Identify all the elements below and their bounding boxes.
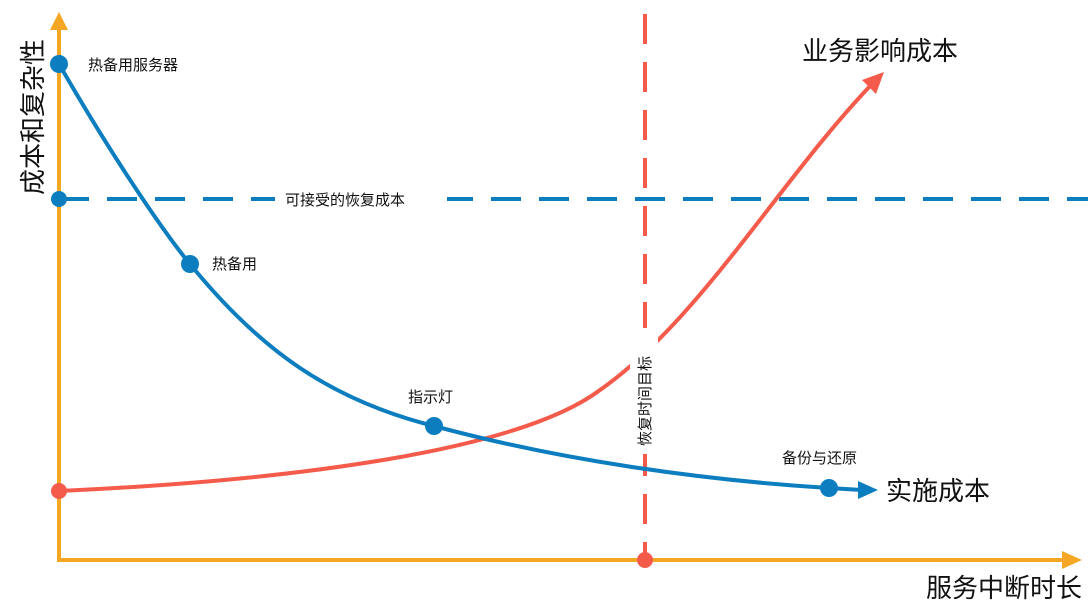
acceptable-cost-origin-point [51,191,67,207]
acceptable-cost-label: 可接受的恢复成本 [285,191,405,209]
label-backup-restore: 备份与还原 [782,449,857,467]
x-axis-label: 服务中断时长 [926,574,1082,604]
rto-axis-point [637,552,653,568]
implementation-cost-curve: 实施成本 [57,63,990,507]
rto-label-bg [630,328,658,454]
implementation-arrow-icon [858,481,878,499]
y-axis-arrow-icon [50,12,68,30]
point-warm-standby [181,255,199,273]
business-impact-curve-line [58,82,874,493]
rto-label: 恢复时间目标 [636,356,654,446]
acceptable-cost-label-bg [275,186,447,212]
point-backup-restore [820,479,838,497]
x-axis-arrow-icon [1062,551,1082,569]
implementation-label: 实施成本 [886,477,990,507]
point-hot-standby-server [50,55,68,73]
implementation-curve-line [57,63,863,492]
acceptable-recovery-cost-line: 可接受的恢复成本 [51,186,1088,212]
axes [50,12,1082,569]
point-pilot-light [425,417,443,435]
label-warm-standby: 热备用 [212,255,257,273]
label-hot-standby-server: 热备用服务器 [88,56,178,74]
business-impact-label: 业务影响成本 [802,37,958,67]
business-impact-arrow-icon [862,72,884,94]
business-impact-cost-curve: 业务影响成本 [51,37,958,499]
recovery-strategy-points: 热备用服务器 热备用 指示灯 备份与还原 [50,55,857,497]
business-impact-origin-point [51,483,67,499]
label-pilot-light: 指示灯 [408,388,453,406]
y-axis-label: 成本和复杂性 [19,39,49,195]
